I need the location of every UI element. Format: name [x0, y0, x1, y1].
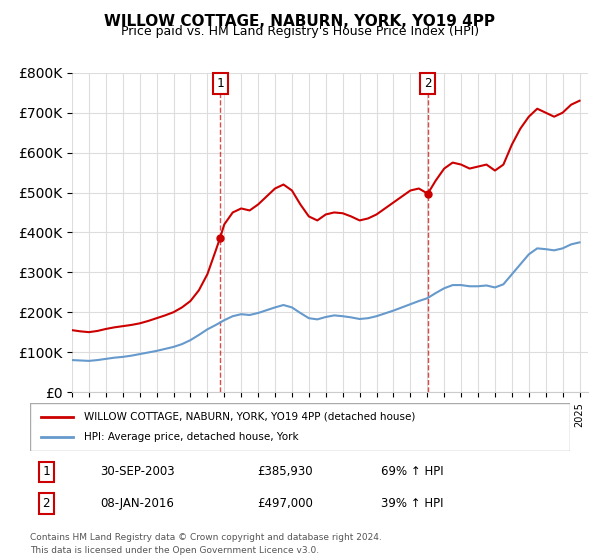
Text: 1: 1	[216, 77, 224, 90]
FancyBboxPatch shape	[30, 403, 570, 451]
Text: 30-SEP-2003: 30-SEP-2003	[100, 465, 175, 478]
Text: 08-JAN-2016: 08-JAN-2016	[100, 497, 174, 510]
Text: 1: 1	[43, 465, 50, 478]
Text: 39% ↑ HPI: 39% ↑ HPI	[381, 497, 443, 510]
Text: Price paid vs. HM Land Registry's House Price Index (HPI): Price paid vs. HM Land Registry's House …	[121, 25, 479, 38]
Text: WILLOW COTTAGE, NABURN, YORK, YO19 4PP (detached house): WILLOW COTTAGE, NABURN, YORK, YO19 4PP (…	[84, 412, 415, 422]
Text: Contains HM Land Registry data © Crown copyright and database right 2024.: Contains HM Land Registry data © Crown c…	[30, 533, 382, 542]
Text: £497,000: £497,000	[257, 497, 313, 510]
Text: 2: 2	[424, 77, 431, 90]
Text: HPI: Average price, detached house, York: HPI: Average price, detached house, York	[84, 432, 299, 442]
Text: £385,930: £385,930	[257, 465, 313, 478]
Text: This data is licensed under the Open Government Licence v3.0.: This data is licensed under the Open Gov…	[30, 546, 319, 555]
Text: 69% ↑ HPI: 69% ↑ HPI	[381, 465, 443, 478]
Text: 2: 2	[43, 497, 50, 510]
Text: WILLOW COTTAGE, NABURN, YORK, YO19 4PP: WILLOW COTTAGE, NABURN, YORK, YO19 4PP	[104, 14, 496, 29]
